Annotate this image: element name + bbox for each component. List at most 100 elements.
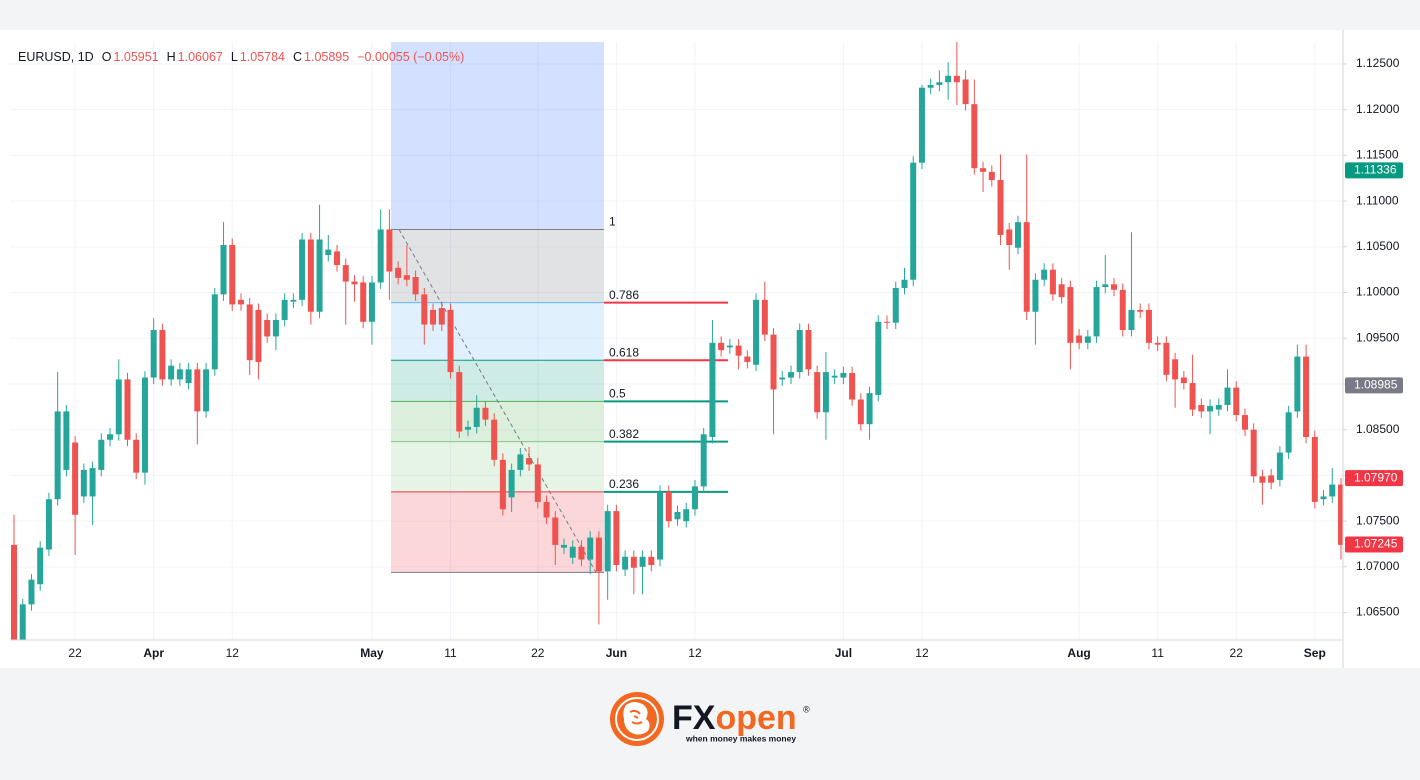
candle-body: [299, 239, 306, 300]
fib-zone: [391, 360, 604, 402]
fib-level-label: 0.382: [609, 427, 639, 441]
candle-body: [334, 251, 341, 266]
candle-body: [1189, 383, 1196, 410]
candle-body: [587, 537, 594, 560]
candle-body: [892, 287, 899, 323]
candle-body: [639, 556, 646, 567]
candle-body: [875, 321, 882, 395]
candle-body: [194, 369, 201, 412]
candle-body: [648, 556, 655, 566]
candle-body: [622, 556, 629, 570]
candle-body: [517, 454, 524, 470]
candle-body: [80, 469, 87, 497]
price-marker-label: 1.08985: [1354, 378, 1398, 392]
candle-body: [552, 517, 559, 545]
candle-body: [971, 104, 978, 169]
candle-body: [1198, 405, 1205, 412]
candle-body: [45, 499, 52, 550]
candle-body: [1032, 279, 1039, 312]
brand-tagline: when money makes money: [685, 733, 796, 743]
x-tick-label: Apr: [143, 646, 164, 660]
candle-body: [325, 249, 332, 256]
fib-level-label: 0.5: [609, 387, 626, 401]
candle-body: [447, 309, 454, 373]
candle-body: [1058, 284, 1065, 298]
candle-body: [246, 304, 253, 361]
candle-body: [1006, 229, 1013, 245]
header-item: EURUSD, 1D: [18, 50, 94, 64]
candle-body: [316, 239, 323, 312]
candle-body: [901, 279, 908, 288]
y-tick-label: 1.08500: [1356, 422, 1400, 436]
fib-zone: [391, 229, 604, 303]
candle-body: [508, 469, 515, 498]
candle-body: [272, 319, 279, 337]
candle-body: [1285, 412, 1292, 453]
brand-mark: ®: [803, 704, 810, 714]
candle-body: [674, 511, 681, 520]
candle-body: [761, 299, 768, 335]
y-tick-label: 1.10000: [1356, 285, 1400, 299]
candle-body: [700, 434, 707, 487]
candle-body: [491, 419, 498, 460]
candle-body: [857, 399, 864, 425]
candle-body: [709, 342, 716, 438]
fib-zone: [391, 491, 604, 573]
fib-level-label: 1: [609, 215, 616, 229]
candle-body: [866, 393, 873, 425]
candle-body: [1338, 484, 1343, 545]
candle-body: [499, 459, 506, 510]
chart-header: EURUSD, 1D O 1.05951 H 1.06067 L 1.05784 C 1.058…: [18, 50, 464, 64]
candle-body: [351, 281, 358, 285]
candle-body: [1276, 452, 1283, 480]
price-marker-label: 1.11336: [1354, 163, 1397, 177]
candle-body: [464, 426, 471, 430]
fib-zone: [391, 441, 604, 492]
y-tick-label: 1.12500: [1356, 56, 1400, 70]
logo-ring: [615, 697, 659, 741]
header-item: H: [167, 50, 176, 64]
y-tick-label: 1.06500: [1356, 605, 1400, 619]
candle-body: [613, 511, 620, 566]
y-tick-label: 1.12000: [1356, 102, 1400, 116]
candle-body: [1137, 309, 1144, 312]
candle-body: [1259, 476, 1266, 483]
candle-body: [1294, 356, 1301, 412]
candle-body: [796, 330, 803, 373]
candle-body: [430, 309, 437, 325]
candle-body: [386, 229, 393, 272]
candle-body: [1224, 387, 1231, 406]
candle-body: [150, 330, 157, 378]
candle-body: [124, 379, 131, 440]
fibonacci: [391, 42, 728, 573]
header-item: −0.00055 (−0.05%): [357, 50, 464, 64]
x-tick-label: Sep: [1304, 646, 1326, 660]
candle-body: [185, 369, 192, 384]
candle-body: [63, 411, 70, 470]
candle-body: [412, 276, 419, 295]
candle-body: [718, 342, 725, 351]
candle-body: [1329, 484, 1336, 497]
candle-body: [526, 458, 533, 465]
brand-name-part: open: [715, 699, 796, 737]
y-tick-label: 1.07000: [1356, 559, 1400, 573]
candle-body: [1172, 359, 1179, 380]
header-item: C: [293, 50, 302, 64]
candle-body: [543, 501, 550, 518]
candle-body: [1180, 377, 1187, 384]
candle-body: [534, 464, 541, 502]
x-tick-label: 11: [444, 646, 457, 660]
candle-body: [229, 244, 236, 305]
candle-body: [1303, 356, 1310, 438]
price-marker: [1345, 162, 1403, 179]
candle-body: [1041, 269, 1048, 280]
candle-body: [744, 356, 751, 363]
candle-body: [1111, 284, 1118, 290]
candle-body: [962, 79, 969, 105]
x-tick-label: 12: [226, 646, 240, 660]
candle-body: [421, 294, 428, 325]
candle-body: [368, 282, 375, 322]
candle-body: [849, 373, 856, 400]
candle-body: [89, 468, 96, 497]
candle-body: [115, 379, 122, 435]
